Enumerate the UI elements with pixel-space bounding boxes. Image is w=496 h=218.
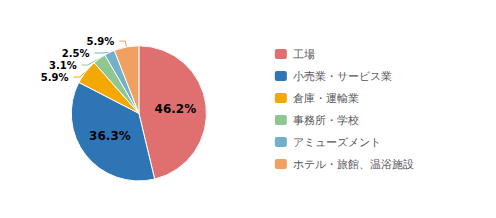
svg-text:5.9%: 5.9% [41,72,69,83]
svg-text:小売業・サービス業: 小売業・サービス業 [293,70,392,83]
svg-text:事務所・学校: 事務所・学校 [293,114,359,127]
svg-text:5.9%: 5.9% [87,36,115,47]
svg-text:倉庫・運輸業: 倉庫・運輸業 [293,92,359,105]
svg-text:36.3%: 36.3% [89,129,131,143]
svg-text:工場: 工場 [293,48,315,61]
svg-text:ホテル・旅館、温浴施設: ホテル・旅館、温浴施設 [293,158,414,171]
svg-text:アミューズメント: アミューズメント [293,136,381,149]
svg-text:2.5%: 2.5% [62,48,90,59]
svg-text:46.2%: 46.2% [155,102,197,116]
svg-text:3.1%: 3.1% [49,60,77,71]
